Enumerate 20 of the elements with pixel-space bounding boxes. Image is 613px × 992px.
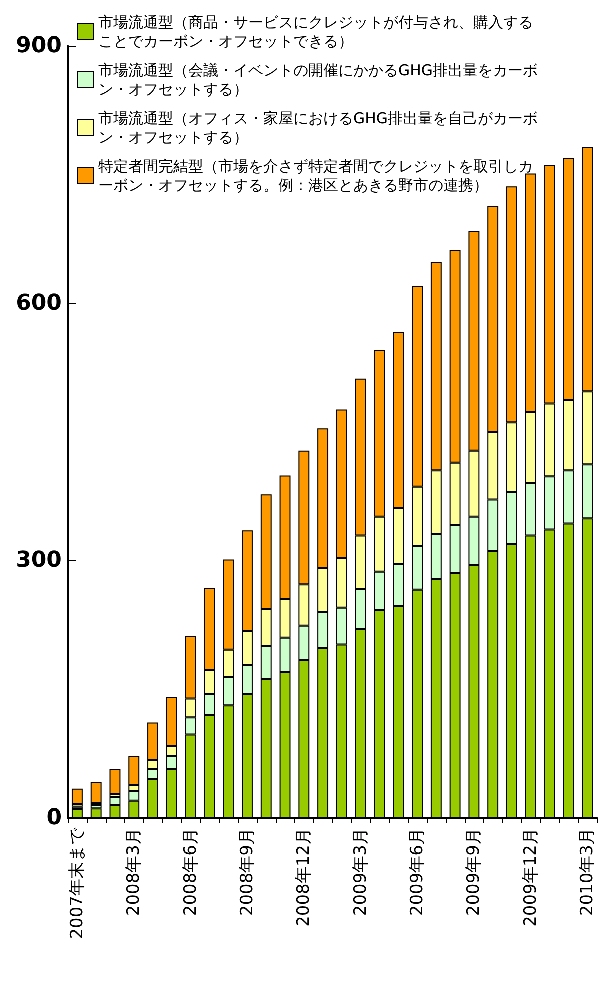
x-tick-label: 2007年末まで — [67, 827, 88, 940]
x-tick-label: 2009年3月 — [350, 828, 371, 916]
x-tick-label: 2008年12月 — [294, 828, 314, 927]
x-tick-label: 2009年9月 — [464, 828, 484, 916]
x-tick-label: 2008年6月 — [180, 828, 201, 916]
y-tick-label: 0 — [46, 806, 62, 830]
x-tick-label: 2009年6月 — [408, 828, 428, 916]
x-tick-label: 2009年12月 — [520, 828, 541, 927]
bar — [110, 769, 121, 794]
y-tick-label: 300 — [16, 548, 62, 574]
legend-label: 特定者間完結型（市場を介さず特定者間でクレジットを取引しカーボン・オフセットする。例：港区とあきる野市の連携） — [98, 158, 534, 194]
x-tick-label: 2008年3月 — [124, 828, 144, 916]
y-tick-label: 900 — [16, 34, 62, 58]
x-tick-label: 2010年3月 — [578, 828, 598, 916]
x-tick-label: 2008年9月 — [237, 828, 258, 916]
bar — [72, 788, 83, 804]
legend-label: 市場流通型（オフィス・家屋におけるGHG排出量を自己がカーボン・オフセットする） — [98, 110, 538, 146]
legend-label: 市場流通型（商品・サービスにクレジットが付与され、購入することでカーボン・オフセットできる） — [98, 14, 534, 50]
y-tick-label: 600 — [16, 290, 62, 316]
legend-label: 市場流通型（会議・イベントの開催にかかるGHG排出量をカーボン・オフセットする） — [98, 62, 538, 98]
